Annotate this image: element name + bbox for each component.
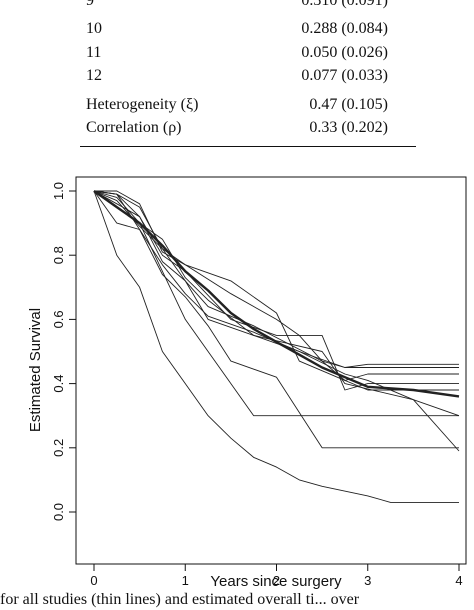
study-survival-line xyxy=(93,190,460,417)
x-tick-label: 4 xyxy=(455,573,462,588)
table-row: 10 0.288 (0.084) xyxy=(80,20,416,42)
row-label: 10 xyxy=(86,20,102,37)
study-survival-line xyxy=(93,190,459,381)
y-tick-label: 1.0 xyxy=(51,182,66,200)
x-tick-label: 2 xyxy=(273,573,280,588)
x-tick-label: 3 xyxy=(364,573,371,588)
study-survival-line xyxy=(93,190,459,391)
overall-survival-line xyxy=(93,190,460,398)
table-row: 12 0.077 (0.033) xyxy=(80,67,416,89)
study-survival-line xyxy=(93,190,459,449)
table-row: Heterogeneity (ξ) 0.47 (0.105) xyxy=(80,96,416,118)
x-tick-label: 0 xyxy=(90,573,97,588)
study-survival-line xyxy=(93,190,460,452)
x-tick-label: 1 xyxy=(182,573,189,588)
study-survival-line xyxy=(93,190,459,503)
study-survival-line xyxy=(94,190,459,368)
row-value: 0.47 (0.105) xyxy=(309,96,388,113)
row-value: 0.310 (0.091) xyxy=(301,0,388,9)
study-survival-line xyxy=(93,190,459,368)
row-value: 0.33 (0.202) xyxy=(309,119,388,136)
y-tick-label: 0.0 xyxy=(51,503,66,521)
figure-caption: for all studies (thin lines) and estimat… xyxy=(0,591,360,608)
table-row: 9 0.310 (0.091) xyxy=(80,0,416,14)
y-tick-label: 0.8 xyxy=(51,246,66,264)
x-axis-label: Years since surgery xyxy=(210,573,342,590)
row-value: 0.288 (0.084) xyxy=(301,20,388,37)
table-row: Correlation (ρ) 0.33 (0.202) xyxy=(80,119,416,141)
table-bottom-rule xyxy=(80,146,416,147)
row-label: Correlation (ρ) xyxy=(86,119,182,136)
row-label: 11 xyxy=(86,44,102,61)
row-label: 9 xyxy=(86,0,94,9)
study-survival-line xyxy=(93,190,459,417)
study-survival-line xyxy=(93,190,459,391)
y-tick-label: 0.6 xyxy=(51,310,66,328)
row-label: Heterogeneity (ξ) xyxy=(86,96,199,113)
row-value: 0.050 (0.026) xyxy=(301,44,388,61)
table-row: 11 0.050 (0.026) xyxy=(80,44,416,66)
y-axis-label: Estimated Survival xyxy=(27,308,44,432)
plot-frame xyxy=(75,176,467,565)
row-label: 12 xyxy=(86,67,102,84)
survival-chart: 0 1 2 3 4 0.0 0.2 0.4 0.6 0.8 1.0 Years since surge… xyxy=(27,176,467,590)
row-value: 0.077 (0.033) xyxy=(301,67,388,84)
y-tick-label: 0.4 xyxy=(51,375,66,393)
y-tick-label: 0.2 xyxy=(51,439,66,457)
